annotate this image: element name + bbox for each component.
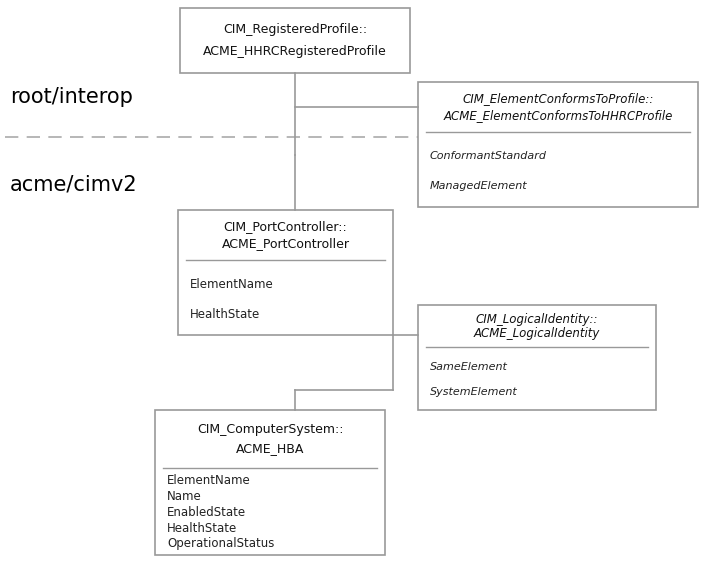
Bar: [180, 8, 410, 73]
Text: root/interop: root/interop: [10, 87, 133, 107]
Text: acme/cimv2: acme/cimv2: [10, 175, 138, 195]
Text: EnabledState: EnabledState: [167, 506, 246, 519]
Text: Name: Name: [167, 490, 202, 503]
Text: CIM_ElementConformsToProfile::: CIM_ElementConformsToProfile::: [462, 92, 654, 105]
Text: ElementName: ElementName: [167, 474, 251, 487]
Text: HealthState: HealthState: [190, 307, 260, 320]
Text: CIM_RegisteredProfile::: CIM_RegisteredProfile::: [223, 23, 367, 36]
Text: HealthState: HealthState: [167, 521, 237, 534]
Text: ACME_LogicalIdentity: ACME_LogicalIdentity: [474, 327, 600, 340]
Text: CIM_ComputerSystem::: CIM_ComputerSystem::: [197, 423, 343, 436]
Bar: [418, 305, 656, 410]
Text: ACME_ElementConformsToHHRCProfile: ACME_ElementConformsToHHRCProfile: [443, 109, 673, 122]
Text: SystemElement: SystemElement: [430, 388, 518, 397]
Bar: [418, 82, 698, 207]
Text: ConformantStandard: ConformantStandard: [430, 151, 547, 161]
Bar: [155, 410, 385, 555]
Text: SameElement: SameElement: [430, 362, 508, 372]
Text: ACME_HBA: ACME_HBA: [236, 442, 304, 455]
Text: CIM_LogicalIdentity::: CIM_LogicalIdentity::: [476, 312, 598, 325]
Text: ElementName: ElementName: [190, 277, 273, 290]
Text: CIM_PortController::: CIM_PortController::: [223, 220, 348, 233]
Bar: [178, 210, 393, 335]
Text: OperationalStatus: OperationalStatus: [167, 537, 274, 550]
Text: ManagedElement: ManagedElement: [430, 181, 528, 191]
Text: ACME_HHRCRegisteredProfile: ACME_HHRCRegisteredProfile: [203, 45, 387, 58]
Text: ACME_PortController: ACME_PortController: [221, 237, 349, 250]
